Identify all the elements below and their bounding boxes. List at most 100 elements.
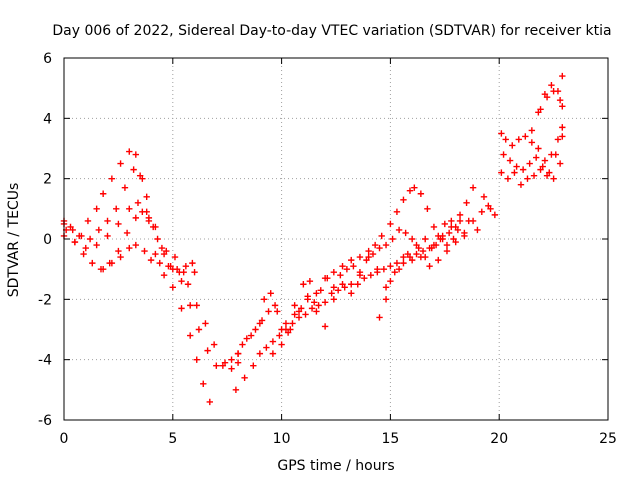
data-point [504, 175, 512, 182]
data-point [330, 296, 338, 303]
data-point [354, 281, 361, 288]
data-point [187, 302, 194, 309]
data-point [82, 244, 89, 252]
data-point [86, 235, 94, 243]
data-point [219, 362, 227, 369]
data-point [348, 281, 355, 288]
data-point [400, 259, 407, 267]
data-point [141, 247, 148, 255]
data-point [165, 262, 172, 270]
data-point [532, 154, 540, 161]
series-11 [500, 133, 566, 176]
data-point [511, 169, 518, 176]
data-point [395, 265, 403, 273]
data-point [387, 220, 394, 228]
data-point [419, 247, 427, 255]
data-point [330, 268, 338, 276]
data-point [213, 362, 220, 369]
data-point [393, 208, 401, 216]
data-point [506, 157, 514, 164]
data-point [304, 296, 311, 303]
series-7 [239, 184, 477, 348]
data-point [552, 151, 559, 158]
data-point [147, 256, 155, 264]
data-point [430, 241, 438, 249]
data-point [256, 320, 264, 327]
series-8 [269, 202, 499, 357]
data-point [104, 232, 111, 240]
data-point [330, 284, 338, 291]
data-point [126, 148, 133, 155]
data-point [173, 265, 181, 273]
data-point [348, 256, 355, 264]
data-point [537, 106, 544, 113]
data-point [448, 217, 455, 225]
x-tick-label: 25 [599, 431, 617, 447]
data-point [465, 217, 472, 225]
data-point [393, 259, 401, 267]
data-point [445, 229, 453, 237]
data-point [500, 151, 507, 158]
data-point [99, 265, 107, 273]
data-point [541, 157, 549, 164]
data-point [382, 241, 390, 249]
data-point [400, 253, 407, 261]
data-point [243, 335, 250, 342]
data-point [406, 187, 414, 194]
data-point [126, 205, 133, 213]
x-tick-label: 0 [60, 431, 69, 447]
data-point [369, 250, 377, 258]
data-point [276, 332, 283, 339]
y-tick-label: -2 [38, 292, 52, 308]
data-point [160, 272, 168, 279]
data-point [321, 275, 329, 282]
data-point [195, 326, 203, 333]
data-point [271, 302, 279, 309]
data-point [78, 232, 85, 240]
data-point [234, 359, 242, 366]
data-point [356, 253, 364, 261]
data-point [313, 290, 320, 297]
data-point [204, 347, 211, 354]
data-point [550, 175, 557, 182]
data-point [113, 205, 120, 213]
data-point [306, 278, 314, 285]
data-point [191, 268, 198, 276]
data-point [291, 302, 298, 309]
data-point [356, 272, 364, 279]
data-point [559, 72, 566, 80]
y-tick-label: 4 [43, 111, 52, 127]
data-point [163, 247, 170, 255]
data-point [71, 238, 79, 246]
data-point [121, 184, 129, 191]
data-point [456, 217, 464, 225]
data-point [491, 211, 499, 219]
data-point [228, 365, 235, 372]
data-point [487, 205, 494, 213]
data-point [156, 259, 163, 267]
data-point [519, 166, 527, 173]
data-point [150, 223, 157, 231]
data-point [300, 281, 307, 288]
data-point [132, 151, 140, 158]
data-point [265, 308, 272, 315]
data-point [313, 308, 320, 315]
axis-ticks [63, 57, 609, 421]
data-point [206, 398, 213, 406]
data-point [193, 356, 200, 363]
data-point [193, 302, 200, 309]
data-point [543, 94, 551, 101]
data-point [509, 142, 516, 149]
data-point [145, 217, 153, 225]
data-point [334, 287, 342, 294]
data-point [278, 326, 285, 333]
data-point [367, 272, 375, 279]
series-4 [99, 241, 198, 276]
series-10 [498, 124, 566, 164]
data-point [530, 172, 538, 179]
series-0 [60, 148, 213, 406]
data-point [308, 305, 316, 312]
data-point [413, 250, 420, 258]
data-point [274, 308, 281, 315]
data-point [136, 172, 144, 179]
